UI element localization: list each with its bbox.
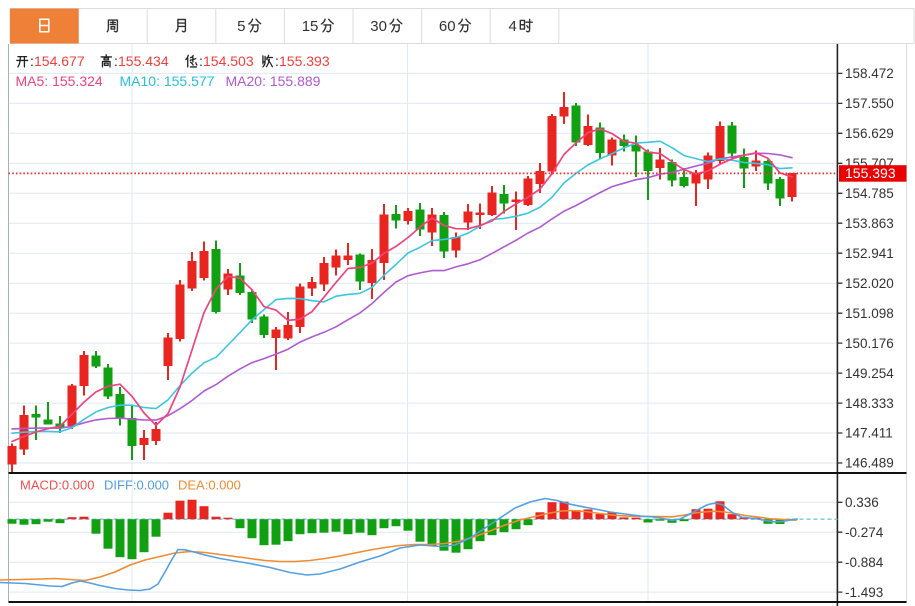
svg-text:0.336: 0.336 xyxy=(845,495,879,510)
svg-text:155.393: 155.393 xyxy=(845,165,896,181)
svg-text:147.411: 147.411 xyxy=(845,426,893,441)
svg-text:154.677: 154.677 xyxy=(34,53,85,69)
svg-text:4: 4 xyxy=(509,18,517,35)
svg-text:150.176: 150.176 xyxy=(845,336,894,351)
svg-text:MACD:0.000: MACD:0.000 xyxy=(20,478,94,493)
svg-text:149.254: 149.254 xyxy=(845,366,894,381)
svg-text:5: 5 xyxy=(237,18,245,35)
svg-text:151.098: 151.098 xyxy=(845,306,894,321)
svg-text::: : xyxy=(275,53,279,69)
svg-text:155.393: 155.393 xyxy=(279,53,330,69)
svg-text:154.503: 154.503 xyxy=(203,53,254,69)
svg-text:153.863: 153.863 xyxy=(845,216,894,231)
svg-text:30: 30 xyxy=(370,18,387,35)
svg-text:157.550: 157.550 xyxy=(845,96,894,111)
svg-text:15: 15 xyxy=(302,18,319,35)
svg-text:MA10: 155.577: MA10: 155.577 xyxy=(120,73,215,89)
svg-text:152.020: 152.020 xyxy=(845,276,894,291)
svg-text::: : xyxy=(30,53,34,69)
svg-text::: : xyxy=(114,53,118,69)
svg-text:152.941: 152.941 xyxy=(845,246,894,261)
svg-text:DEA:0.000: DEA:0.000 xyxy=(178,478,241,493)
svg-text:60: 60 xyxy=(439,18,456,35)
svg-text:-1.493: -1.493 xyxy=(845,585,883,600)
svg-text:MA5: 155.324: MA5: 155.324 xyxy=(16,73,103,89)
svg-text:158.472: 158.472 xyxy=(845,66,894,81)
svg-text::: : xyxy=(199,53,203,69)
svg-text:-0.274: -0.274 xyxy=(845,525,884,540)
svg-text:-0.884: -0.884 xyxy=(845,555,884,570)
svg-text:MA20: 155.889: MA20: 155.889 xyxy=(226,73,321,89)
svg-text:154.785: 154.785 xyxy=(845,186,894,201)
svg-text:DIFF:0.000: DIFF:0.000 xyxy=(104,478,169,493)
svg-text:146.489: 146.489 xyxy=(845,456,894,471)
svg-text:148.333: 148.333 xyxy=(845,396,894,411)
svg-text:155.434: 155.434 xyxy=(118,53,169,69)
svg-text:156.629: 156.629 xyxy=(845,126,894,141)
